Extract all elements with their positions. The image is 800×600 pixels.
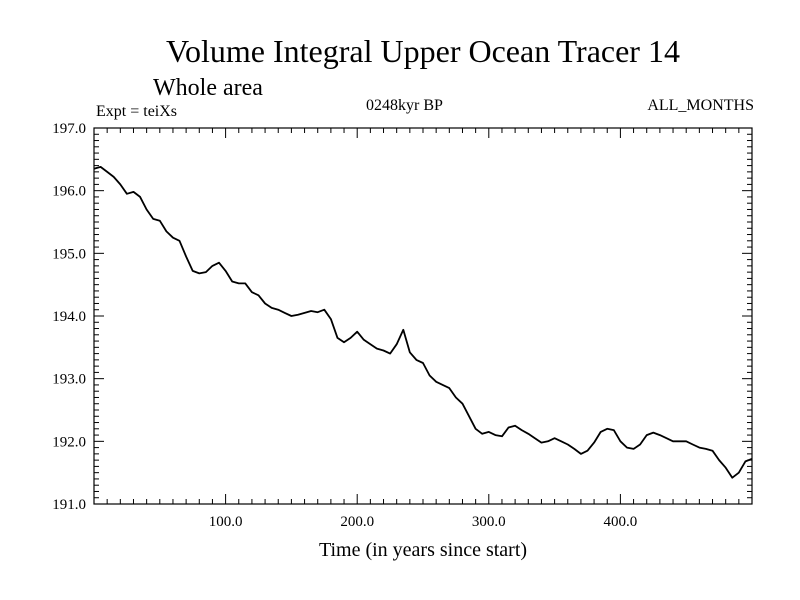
chart-title: Volume Integral Upper Ocean Tracer 14	[166, 33, 680, 69]
x-tick-label: 200.0	[340, 514, 374, 530]
chart-subtitle: Whole area	[153, 75, 263, 101]
x-axis-label: Time (in years since start)	[319, 539, 527, 561]
y-tick-label: 191.0	[52, 497, 86, 513]
x-tick-label: 300.0	[472, 514, 506, 530]
period-label: ALL_MONTHS	[647, 97, 754, 114]
y-tick-label: 192.0	[52, 434, 86, 450]
series-line	[93, 166, 753, 479]
y-tick-label: 193.0	[52, 372, 86, 388]
x-tick-label: 400.0	[604, 514, 638, 530]
y-axis: 191.0 192.0 193.0 194.0 195.0 196.0 197.0	[52, 121, 752, 513]
y-tick-label: 195.0	[52, 246, 86, 262]
y-tick-label: 194.0	[52, 309, 86, 325]
age-label: 0248kyr BP	[366, 97, 443, 114]
y-tick-label: 196.0	[52, 184, 86, 200]
plot-frame	[93, 127, 753, 505]
y-tick-label: 197.0	[52, 121, 86, 137]
experiment-label: Expt = teiXs	[96, 103, 177, 120]
x-tick-label: 100.0	[209, 514, 243, 530]
x-axis: 100.0 200.0 300.0 400.0	[106, 128, 740, 530]
